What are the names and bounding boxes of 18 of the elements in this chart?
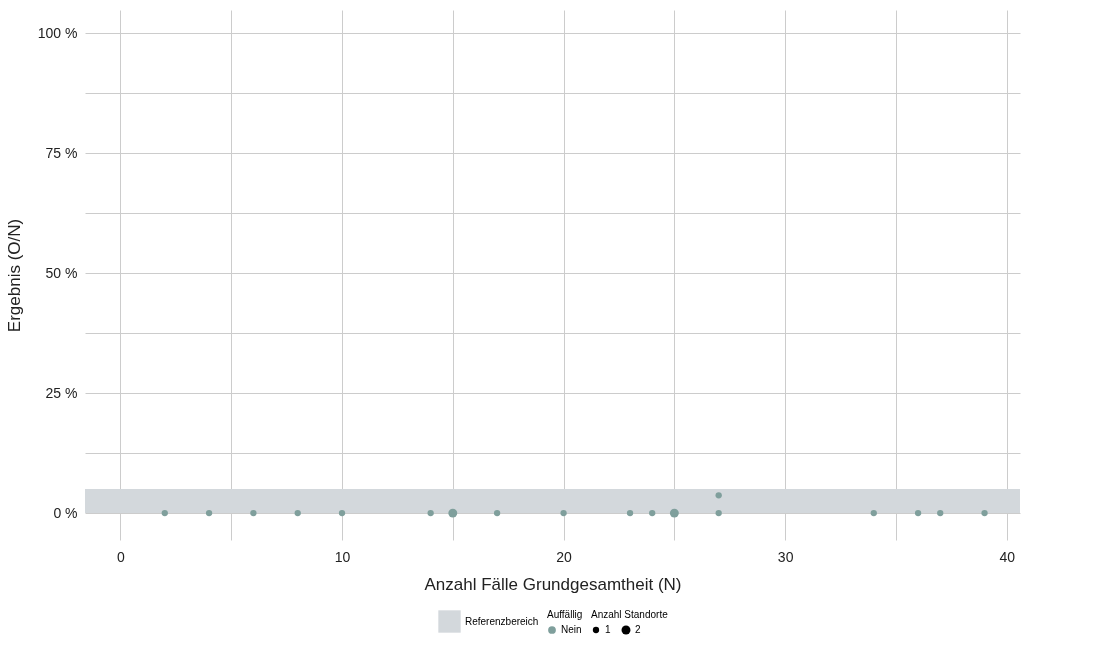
y-tick-label: 0 % [53, 504, 78, 521]
legend-title: Auffällig [547, 609, 583, 620]
y-tick-label: 50 % [45, 264, 78, 281]
x-tick-label: 40 [999, 548, 1016, 565]
text: Anzahl Standorte [591, 609, 669, 620]
legend-label: Referenzbereich [465, 615, 539, 627]
x-axis-title: Anzahl Fälle Grundgesamtheit (N) [424, 574, 682, 594]
legend-label: 2 [635, 624, 641, 635]
y-tick-label: 100 % [37, 24, 78, 41]
x-tick-label: 20 [556, 548, 573, 565]
x-tick-label: 0 [117, 548, 126, 565]
y-axis-title: Ergebnis (O/N) [4, 218, 24, 333]
y-tick-label: 25 % [45, 384, 78, 401]
x-tick-label: 30 [777, 548, 794, 565]
legend-label: 1 [605, 624, 611, 635]
x-tick-label: 10 [334, 548, 351, 565]
y-tick-label: 75 % [45, 144, 78, 161]
legend-label: Nein [561, 624, 582, 635]
